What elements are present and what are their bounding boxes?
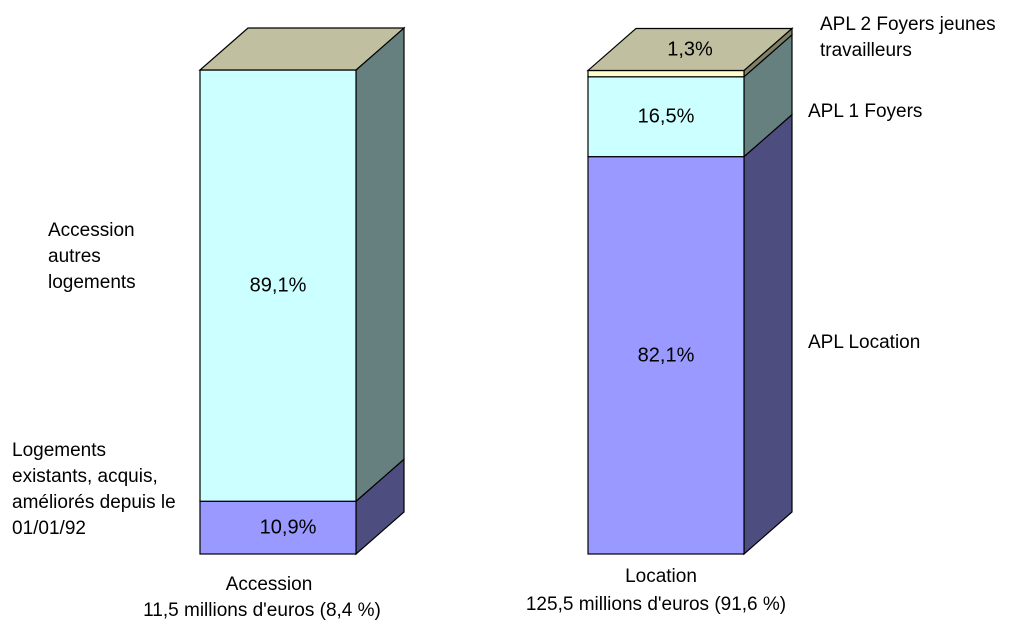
bar-top-accession [198, 27, 406, 71]
bar-segment-accession-89-1 [199, 69, 357, 502]
bar-top-location [586, 27, 794, 72]
category-label-accession: Accession [225, 574, 313, 595]
bar-side-location-82-1 [743, 113, 793, 556]
bar-side-accession-89-1 [355, 26, 405, 503]
label-apl-location: APL Location [808, 332, 921, 353]
value-label-location-1-3: 1,3% [667, 38, 713, 60]
category-subtitle-accession: 11,5 millions d'euros (8,4 %) [143, 600, 381, 621]
bar-segment-location-82-1 [587, 156, 745, 555]
value-label-location-16-5: 16,5% [638, 106, 695, 128]
bar-location: 82,1% 16,5% 1,3% [586, 27, 794, 556]
label-apl1-foyers: APL 1 Foyers [808, 101, 923, 122]
value-label-accession-10-9: 10,9% [260, 517, 317, 539]
value-label-accession-89-1: 89,1% [250, 275, 307, 297]
category-subtitle-location: 125,5 millions d'euros (91,6 %) [525, 594, 787, 615]
bar-segment-location-16-5 [587, 76, 745, 158]
bar-accession: 10,9% 89,1% [198, 26, 406, 556]
bar-segment-location-1-3 [587, 69, 745, 78]
label-logements-existants: Logements existants, acquis, améliorés d… [12, 440, 176, 539]
label-apl2-foyers: APL 2 Foyers jeunes travailleurs [820, 14, 996, 61]
value-label-location-82-1: 82,1% [638, 344, 695, 366]
bar-segment-accession-10-9 [199, 500, 357, 555]
label-accession-autres-logements: Accession autres logements [48, 220, 136, 293]
category-label-location: Location [625, 566, 697, 587]
